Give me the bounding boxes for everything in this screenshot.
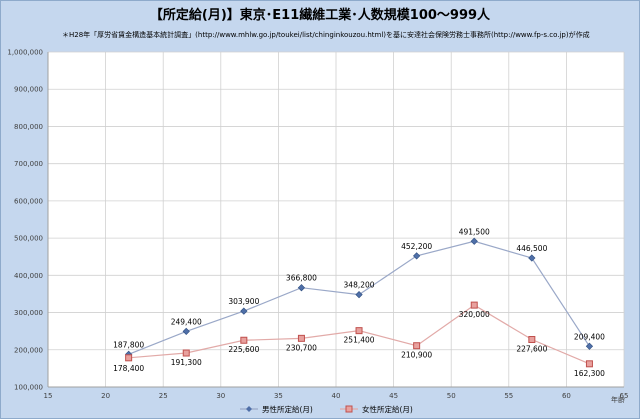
male-data-label: 209,400 (574, 332, 605, 341)
y-tick-label: 300,000 (14, 309, 43, 317)
female-data-label: 210,900 (401, 351, 432, 360)
male-data-label: 446,500 (516, 244, 547, 253)
female-data-label: 178,400 (113, 364, 144, 373)
female-point (470, 301, 478, 309)
legend-label: 女性所定給(月) (362, 404, 413, 414)
female-point (528, 336, 536, 344)
male-data-label: 187,800 (113, 340, 144, 349)
y-tick-label: 400,000 (14, 272, 43, 280)
source-note: ＊H28年「厚労省賃金構造基本統計調査」(http://www.mhlw.go.… (62, 31, 590, 39)
x-tick-label: 30 (216, 392, 225, 400)
x-tick-label: 55 (504, 392, 513, 400)
x-tick-label: 65 (620, 392, 629, 400)
x-tick-label: 40 (332, 392, 341, 400)
male-data-label: 303,900 (228, 297, 259, 306)
female-point (297, 334, 305, 342)
female-data-label: 251,400 (344, 336, 375, 345)
series-group (125, 237, 594, 368)
female-point (355, 327, 363, 335)
female-point (240, 336, 248, 344)
female-point (413, 342, 421, 350)
x-tick-label: 50 (447, 392, 456, 400)
male-point (528, 254, 536, 262)
x-tick-label: 15 (44, 392, 53, 400)
y-tick-label: 600,000 (14, 197, 43, 205)
female-data-label: 225,600 (228, 345, 259, 354)
female-data-label: 230,700 (286, 343, 317, 352)
male-point (355, 290, 363, 299)
male-data-label: 249,400 (171, 317, 202, 326)
male-point (182, 327, 190, 336)
female-point (125, 354, 133, 362)
legend: 男性所定給(月) 女性所定給(月) (240, 404, 413, 414)
y-tick-label: 1,000,000 (7, 49, 43, 57)
male-data-label: 491,500 (459, 227, 490, 236)
y-tick-label: 900,000 (14, 86, 43, 94)
y-tick-label: 200,000 (14, 346, 43, 354)
female-point (182, 349, 190, 357)
female-data-label: 191,300 (171, 358, 202, 367)
legend-label: 男性所定給(月) (262, 404, 313, 414)
male-data-label: 452,200 (401, 242, 432, 251)
x-tick-label: 60 (562, 392, 571, 400)
legend-square-icon (345, 405, 353, 413)
x-tick-label: 25 (159, 392, 168, 400)
y-tick-label: 500,000 (14, 235, 43, 243)
y-tick-label: 800,000 (14, 123, 43, 131)
female-point (585, 360, 593, 368)
female-data-label: 227,600 (516, 345, 547, 354)
male-point (470, 237, 478, 245)
x-tick-label: 35 (274, 392, 283, 400)
female-data-label: 162,300 (574, 369, 605, 378)
male-point (413, 252, 421, 260)
female-data-label: 320,000 (459, 310, 490, 319)
male-point (585, 342, 594, 350)
male-data-label: 348,200 (344, 281, 375, 290)
male-point (297, 284, 306, 292)
male-point (240, 307, 248, 315)
y-tick-label: 100,000 (14, 384, 43, 392)
chart-title: 【所定給(月)】東京･E11繊維工業･人数規模100～999人 (149, 8, 491, 23)
x-axis-label: 年齢 (611, 395, 625, 404)
x-tick-label: 45 (389, 392, 398, 400)
legend-diamond-icon (246, 406, 252, 412)
axes: 100,000 200,000 300,000 400,000 500,000 600,0… (7, 49, 628, 401)
x-tick-label: 20 (101, 392, 110, 400)
y-tick-label: 700,000 (14, 160, 43, 168)
male-data-label: 366,800 (286, 274, 317, 283)
data-labels: 187,800 178,400 249,400 191,300 303,900 225,6… (113, 227, 605, 378)
